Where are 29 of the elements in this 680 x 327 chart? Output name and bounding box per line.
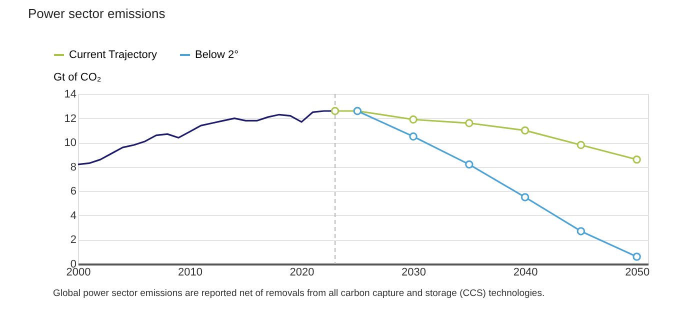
point bbox=[409, 115, 418, 124]
legend-label: Current Trajectory bbox=[69, 49, 158, 61]
point bbox=[576, 227, 586, 236]
y-tick-label: 12 bbox=[64, 112, 76, 125]
y-tick-label: 6 bbox=[70, 186, 76, 198]
chart-title: Power sector emissions bbox=[28, 6, 166, 21]
y-tick-label: 10 bbox=[64, 137, 76, 150]
point bbox=[520, 126, 530, 135]
point bbox=[465, 119, 474, 128]
point bbox=[330, 106, 340, 116]
x-tick-label: 2050 bbox=[625, 266, 650, 278]
point bbox=[632, 155, 641, 164]
y-tick-label: 8 bbox=[70, 161, 76, 174]
text: Global power sector emissions are reported net of removals from all carbon capture and storage (CCS) technologies. bbox=[53, 288, 545, 299]
y-tick-label: 2 bbox=[70, 234, 76, 246]
point bbox=[576, 140, 586, 150]
x-tick-label: 2020 bbox=[290, 266, 314, 278]
y-tick-label: 14 bbox=[64, 88, 76, 100]
point bbox=[409, 132, 418, 141]
x-tick-label: 2010 bbox=[178, 266, 203, 278]
point bbox=[465, 160, 474, 169]
point bbox=[632, 252, 641, 261]
y-axis-title: Gt of CO₂ bbox=[54, 72, 102, 84]
y-tick-label: 4 bbox=[70, 210, 76, 222]
x-tick-label: 2000 bbox=[66, 266, 91, 278]
point bbox=[520, 193, 530, 202]
legend-label: Below 2° bbox=[195, 49, 239, 61]
x-tick-label: 2030 bbox=[402, 266, 426, 278]
x-tick-label: 2040 bbox=[513, 266, 538, 278]
